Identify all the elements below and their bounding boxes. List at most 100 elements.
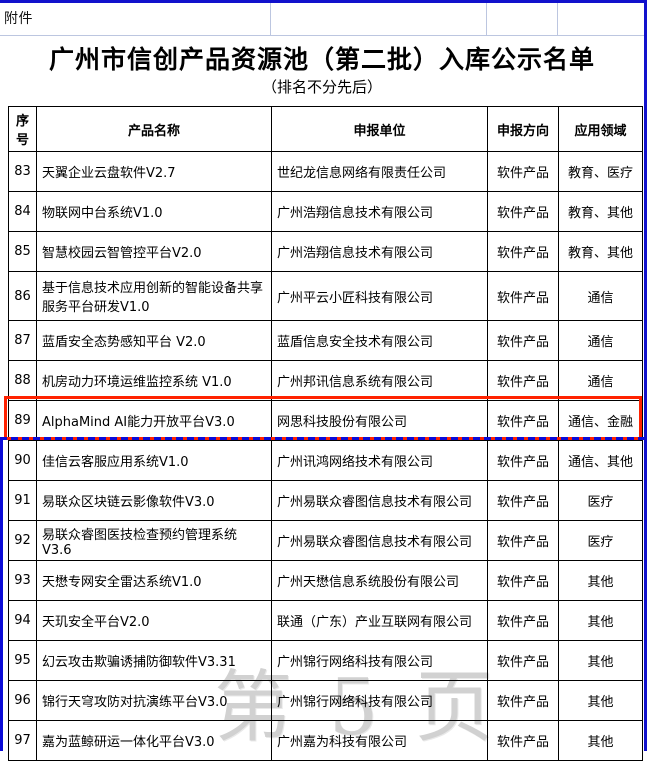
column-header-no[interactable]: 序号 xyxy=(8,106,37,152)
row-cell-dir[interactable]: 软件产品 xyxy=(487,231,559,272)
table-row[interactable]: 94 天玑安全平台V2.0 联通（广东）产业互联网有限公司 软件产品 其他 xyxy=(8,600,643,641)
row-cell-dir[interactable]: 软件产品 xyxy=(487,151,559,192)
row-cell-no[interactable]: 91 xyxy=(8,480,37,521)
row-cell-org[interactable]: 广州浩翔信息技术有限公司 xyxy=(271,231,488,272)
row-cell-field[interactable]: 通信 xyxy=(558,320,643,361)
row-cell-no[interactable]: 88 xyxy=(8,360,37,401)
row-cell-no[interactable]: 92 xyxy=(8,520,37,561)
row-cell-org[interactable]: 广州锦行网络科技有限公司 xyxy=(271,680,488,721)
table-row[interactable]: 97 嘉为蓝鲸研运一体化平台V3.0 广州嘉为科技有限公司 软件产品 其他 xyxy=(8,720,643,761)
table-row[interactable]: 86 基于信息技术应用创新的智能设备共享服务平台研发V1.0 广州平云小匠科技有限公… xyxy=(8,271,643,321)
row-cell-dir[interactable]: 软件产品 xyxy=(487,640,559,681)
row-cell-name[interactable]: 基于信息技术应用创新的智能设备共享服务平台研发V1.0 xyxy=(36,271,272,321)
row-cell-name[interactable]: 物联网中台系统V1.0 xyxy=(36,191,272,232)
row-cell-dir[interactable]: 软件产品 xyxy=(487,520,559,561)
row-cell-dir[interactable]: 软件产品 xyxy=(487,480,559,521)
row-cell-field[interactable]: 教育、其他 xyxy=(558,231,643,272)
row-cell-field[interactable]: 通信、金融 xyxy=(558,400,643,441)
row-cell-name[interactable]: 天玑安全平台V2.0 xyxy=(36,600,272,641)
table-header: 序号 产品名称 申报单位 申报方向 应用领域 xyxy=(8,106,643,152)
row-cell-field[interactable]: 通信、其他 xyxy=(558,440,643,481)
row-cell-field[interactable]: 其他 xyxy=(558,600,643,641)
row-cell-no[interactable]: 89 xyxy=(8,400,37,441)
table-row[interactable]: 93 天懋专网安全雷达系统V1.0 广州天懋信息系统股份有限公司 软件产品 其他 xyxy=(8,560,643,601)
row-cell-dir[interactable]: 软件产品 xyxy=(487,720,559,761)
row-cell-dir[interactable]: 软件产品 xyxy=(487,360,559,401)
row-cell-org[interactable]: 广州易联众睿图信息技术有限公司 xyxy=(271,480,488,521)
row-cell-no[interactable]: 93 xyxy=(8,560,37,601)
row-cell-name[interactable]: 天翼企业云盘软件V2.7 xyxy=(36,151,272,192)
table-row[interactable]: 90 佳信云客服应用系统V1.0 广州讯鸿网络技术有限公司 软件产品 通信、其他 xyxy=(8,440,643,481)
row-cell-org[interactable]: 联通（广东）产业互联网有限公司 xyxy=(271,600,488,641)
row-cell-org[interactable]: 广州天懋信息系统股份有限公司 xyxy=(271,560,488,601)
row-cell-no[interactable]: 84 xyxy=(8,191,37,232)
row-cell-name[interactable]: 易联众区块链云影像软件V3.0 xyxy=(36,480,272,521)
row-cell-name[interactable]: 幻云攻击欺骗诱捕防御软件V3.31 xyxy=(36,640,272,681)
row-cell-field[interactable]: 其他 xyxy=(558,720,643,761)
row-cell-dir[interactable]: 软件产品 xyxy=(487,271,559,321)
row-cell-field[interactable]: 医疗 xyxy=(558,520,643,561)
column-header-dir[interactable]: 申报方向 xyxy=(487,106,559,152)
row-cell-field[interactable]: 其他 xyxy=(558,640,643,681)
row-cell-org[interactable]: 世纪龙信息网络有限责任公司 xyxy=(271,151,488,192)
column-header-field[interactable]: 应用领域 xyxy=(558,106,643,152)
row-cell-dir[interactable]: 软件产品 xyxy=(487,560,559,601)
row-cell-org[interactable]: 广州邦讯信息系统有限公司 xyxy=(271,360,488,401)
row-cell-org[interactable]: 广州易联众睿图信息技术有限公司 xyxy=(271,520,488,561)
row-cell-org[interactable]: 蓝盾信息安全技术有限公司 xyxy=(271,320,488,361)
row-cell-name[interactable]: 佳信云客服应用系统V1.0 xyxy=(36,440,272,481)
row-cell-dir[interactable]: 软件产品 xyxy=(487,600,559,641)
page-subtitle: （排名不分先后） xyxy=(261,78,382,96)
row-cell-org[interactable]: 广州平云小匠科技有限公司 xyxy=(271,271,488,321)
row-cell-name[interactable]: 蓝盾安全态势感知平台 V2.0 xyxy=(36,320,272,361)
table-row[interactable]: 91 易联众区块链云影像软件V3.0 广州易联众睿图信息技术有限公司 软件产品 医疗 xyxy=(8,480,643,521)
row-cell-dir[interactable]: 软件产品 xyxy=(487,400,559,441)
row-cell-field[interactable]: 医疗 xyxy=(558,480,643,521)
column-header-org[interactable]: 申报单位 xyxy=(271,106,488,152)
row-cell-no[interactable]: 97 xyxy=(8,720,37,761)
row-cell-name[interactable]: 天懋专网安全雷达系统V1.0 xyxy=(36,560,272,601)
table-row[interactable]: 89 AlphaMind AI能力开放平台V3.0 网思科技股份有限公司 软件产品 通信… xyxy=(8,400,643,441)
row-cell-name[interactable]: 嘉为蓝鲸研运一体化平台V3.0 xyxy=(36,720,272,761)
row-cell-no[interactable]: 94 xyxy=(8,600,37,641)
attachment-label: 附件 xyxy=(4,11,33,27)
row-cell-dir[interactable]: 软件产品 xyxy=(487,320,559,361)
row-cell-no[interactable]: 96 xyxy=(8,680,37,721)
row-cell-field[interactable]: 教育、医疗 xyxy=(558,151,643,192)
row-cell-no[interactable]: 86 xyxy=(8,271,37,321)
table-row[interactable]: 95 幻云攻击欺骗诱捕防御软件V3.31 广州锦行网络科技有限公司 软件产品 其他 xyxy=(8,640,643,681)
row-cell-field[interactable]: 其他 xyxy=(558,560,643,601)
table-row[interactable]: 83 天翼企业云盘软件V2.7 世纪龙信息网络有限责任公司 软件产品 教育、医疗 xyxy=(8,151,643,192)
column-header-name[interactable]: 产品名称 xyxy=(36,106,272,152)
row-cell-no[interactable]: 87 xyxy=(8,320,37,361)
row-cell-name[interactable]: 锦行天穹攻防对抗演练平台V3.0 xyxy=(36,680,272,721)
row-cell-field[interactable]: 通信 xyxy=(558,271,643,321)
row-cell-no[interactable]: 95 xyxy=(8,640,37,681)
row-cell-org[interactable]: 广州讯鸿网络技术有限公司 xyxy=(271,440,488,481)
row-cell-field[interactable]: 其他 xyxy=(558,680,643,721)
table-row[interactable]: 87 蓝盾安全态势感知平台 V2.0 蓝盾信息安全技术有限公司 软件产品 通信 xyxy=(8,320,643,361)
row-cell-org[interactable]: 广州嘉为科技有限公司 xyxy=(271,720,488,761)
row-cell-name[interactable]: 智慧校园云智管控平台V2.0 xyxy=(36,231,272,272)
row-cell-org[interactable]: 网思科技股份有限公司 xyxy=(271,400,488,441)
table-row[interactable]: 85 智慧校园云智管控平台V2.0 广州浩翔信息技术有限公司 软件产品 教育、其他 xyxy=(8,231,643,272)
table-row[interactable]: 96 锦行天穹攻防对抗演练平台V3.0 广州锦行网络科技有限公司 软件产品 其他 xyxy=(8,680,643,721)
row-cell-dir[interactable]: 软件产品 xyxy=(487,440,559,481)
row-cell-dir[interactable]: 软件产品 xyxy=(487,680,559,721)
table-row[interactable]: 92 易联众睿图医技检查预约管理系统V3.6 广州易联众睿图信息技术有限公司 软件产品… xyxy=(8,520,643,561)
row-cell-name[interactable]: 机房动力环境运维监控系统 V1.0 xyxy=(36,360,272,401)
row-cell-no[interactable]: 85 xyxy=(8,231,37,272)
row-cell-name[interactable]: 易联众睿图医技检查预约管理系统V3.6 xyxy=(36,520,272,561)
row-cell-org[interactable]: 广州锦行网络科技有限公司 xyxy=(271,640,488,681)
row-cell-dir[interactable]: 软件产品 xyxy=(487,191,559,232)
row-cell-no[interactable]: 83 xyxy=(8,151,37,192)
row-cell-no[interactable]: 90 xyxy=(8,440,37,481)
page-title: 广州市信创产品资源池（第二批）入库公示名单 xyxy=(48,45,595,74)
row-cell-org[interactable]: 广州浩翔信息技术有限公司 xyxy=(271,191,488,232)
table-row[interactable]: 88 机房动力环境运维监控系统 V1.0 广州邦讯信息系统有限公司 软件产品 通信 xyxy=(8,360,643,401)
gridline-col2 xyxy=(486,3,487,35)
row-cell-name[interactable]: AlphaMind AI能力开放平台V3.0 xyxy=(36,400,272,441)
row-cell-field[interactable]: 通信 xyxy=(558,360,643,401)
row-cell-field[interactable]: 教育、其他 xyxy=(558,191,643,232)
table-row[interactable]: 84 物联网中台系统V1.0 广州浩翔信息技术有限公司 软件产品 教育、其他 xyxy=(8,191,643,232)
